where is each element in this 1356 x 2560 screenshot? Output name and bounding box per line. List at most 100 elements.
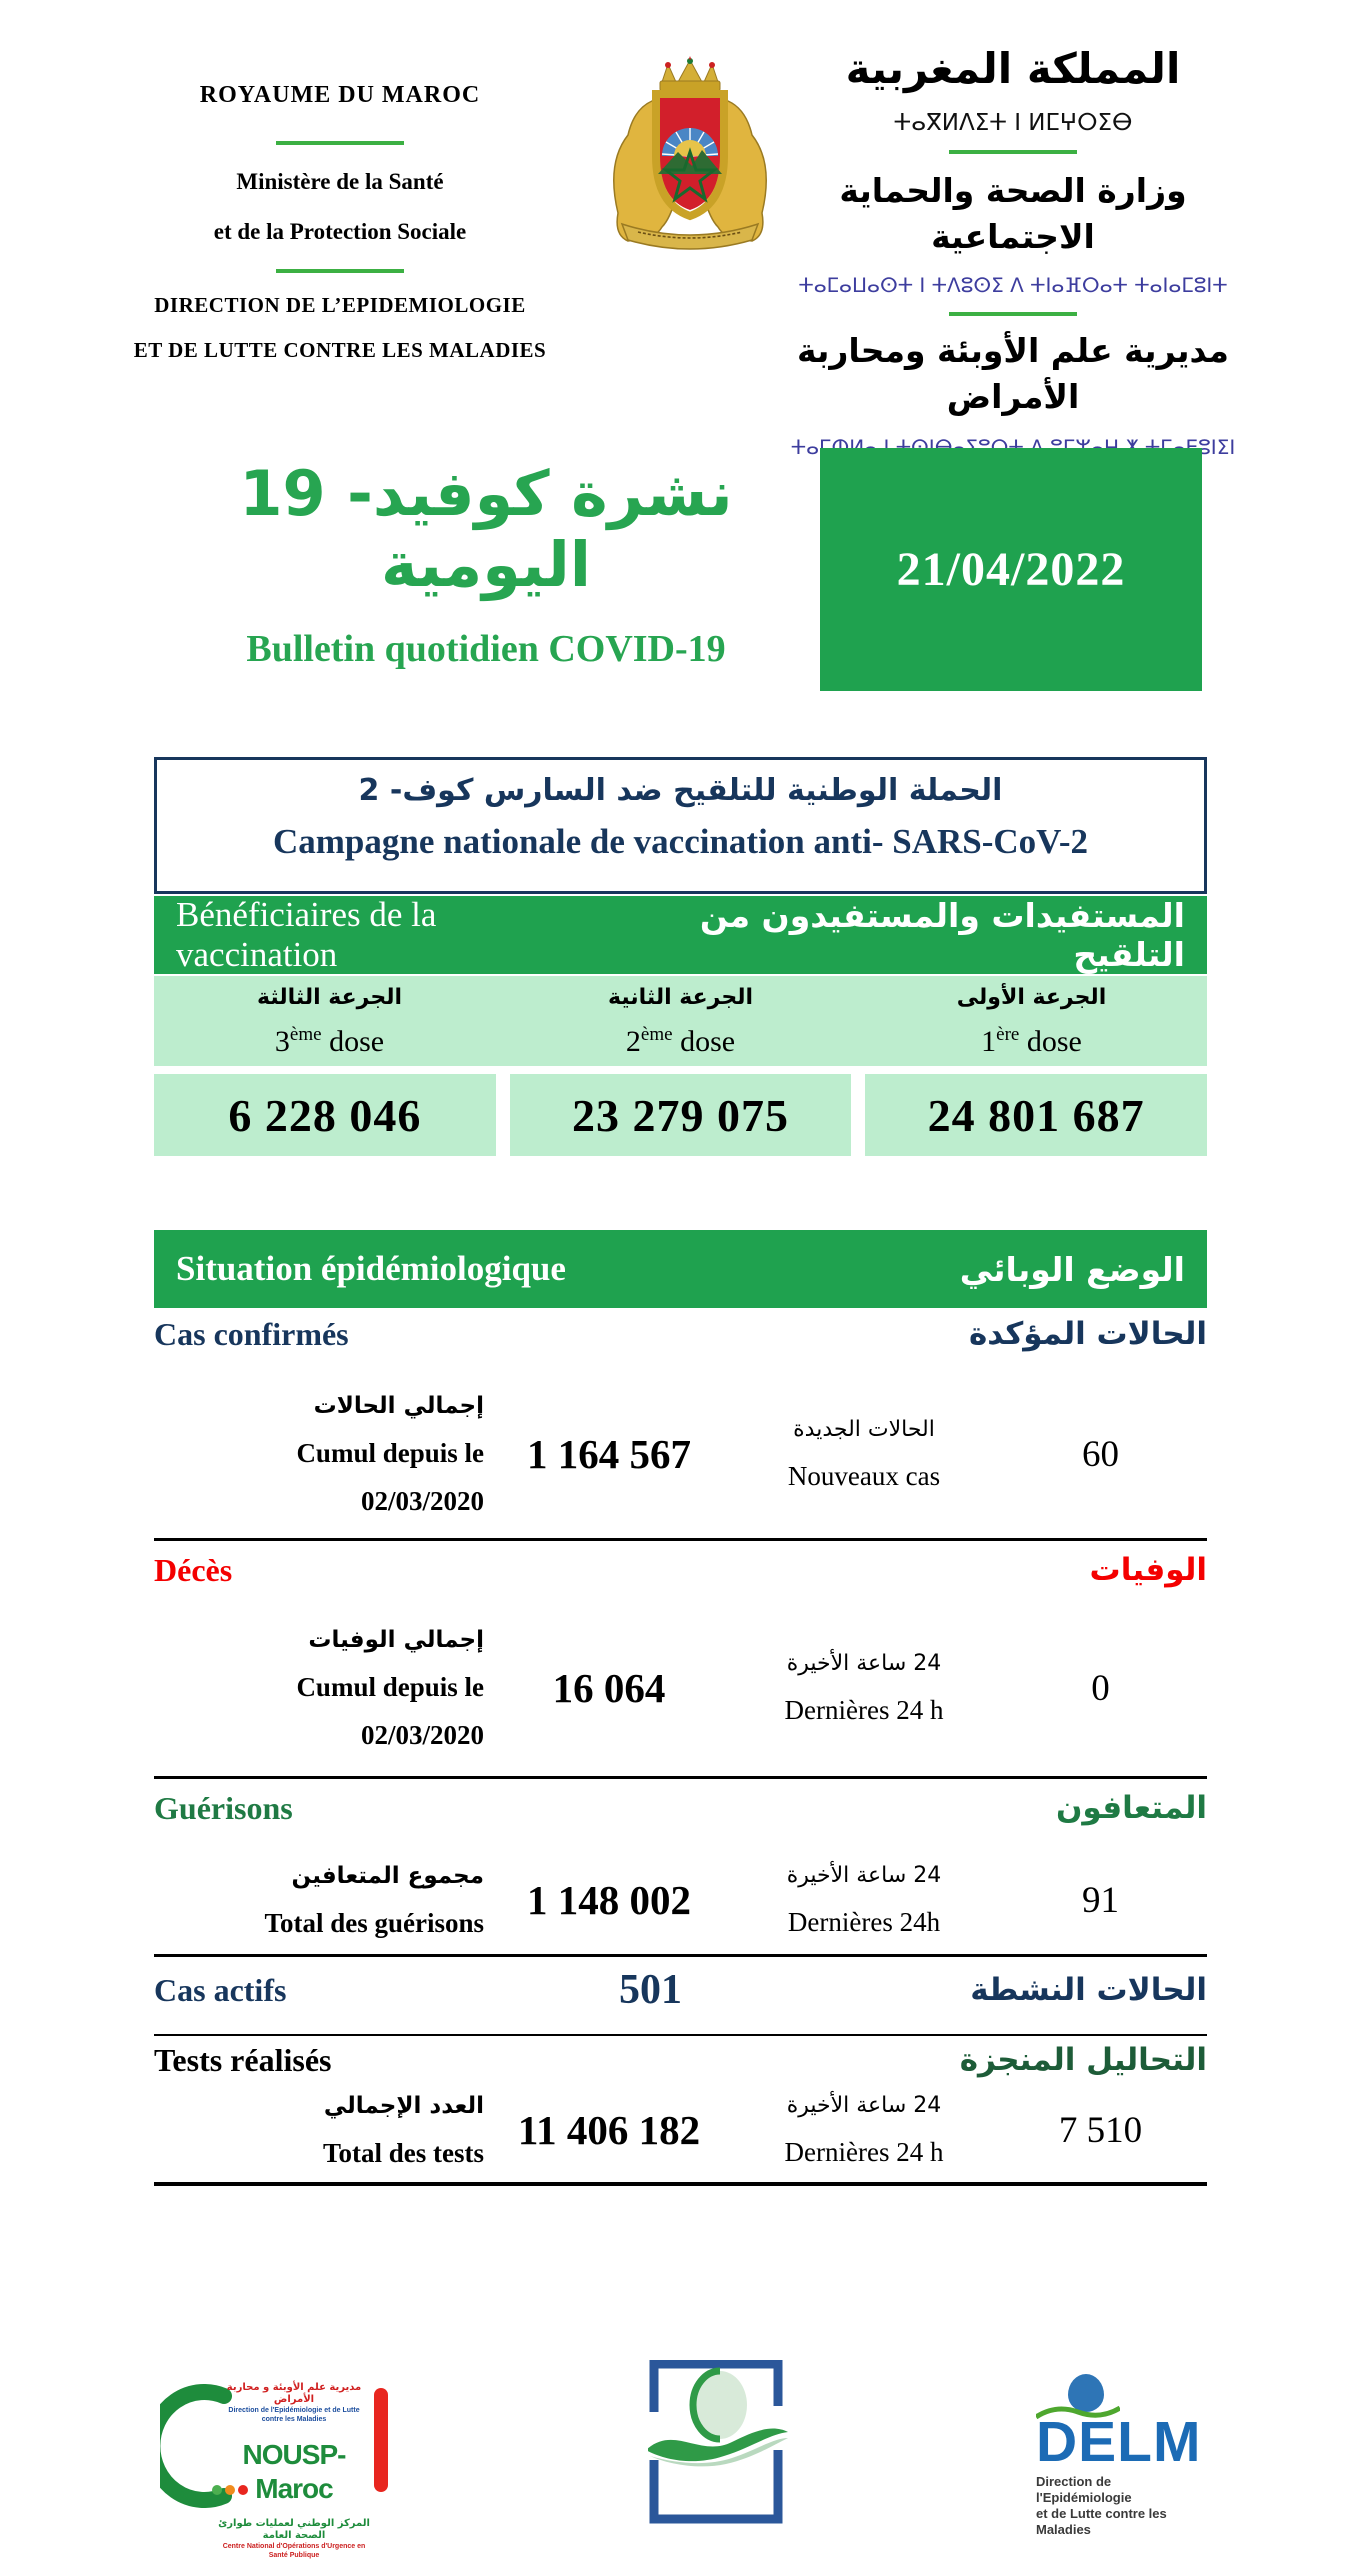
dose-2-value: 23 279 075: [509, 1074, 852, 1156]
tests-24h-label-ar: 24 ساعة الأخيرة: [786, 2093, 942, 2118]
confirmed-data-row: إجمالي الحالات Cumul depuis le 02/03/202…: [154, 1378, 1207, 1530]
recovered-label-fr: Guérisons: [154, 1790, 293, 1826]
header-right-block: المملكة المغربية ⵜⴰⴳⵍⴷⵉⵜ ⵏ ⵍⵎⵖⵔⵉⴱ وزارة …: [788, 40, 1238, 460]
ministry-of-health-logo-icon: [646, 2359, 788, 2525]
dose-1-value: 24 801 687: [865, 1074, 1208, 1156]
dose-2-label-ar: الجرعة الثانية: [608, 984, 753, 1010]
divider-line: [154, 2034, 1207, 2036]
tests-24h-label-fr: Dernières 24 h: [784, 2137, 944, 2167]
confirmed-total-label-date: 02/03/2020: [360, 1486, 484, 1516]
active-label-fr: Cas actifs: [154, 1971, 287, 2008]
divider-green: [276, 141, 404, 145]
beneficiaries-label-fr: Bénéficiaires de la vaccination: [176, 895, 437, 974]
confirmed-total-label-fr: Cumul depuis le: [296, 1438, 484, 1468]
shield: [658, 98, 722, 210]
recovered-label-ar: المتعافون: [1055, 1790, 1207, 1826]
confirmed-new-label: الحالات الجديدة Nouveaux cas: [734, 1416, 994, 1492]
recovered-24h-value: 91: [1082, 1879, 1119, 1921]
nousp-bottom-fr: Centre National d'Opérations d'Urgence e…: [222, 2543, 366, 2559]
divider-line: [154, 1776, 1207, 1779]
deaths-24h-label: 24 ساعة الأخيرة Dernières 24 h: [734, 1650, 994, 1726]
deaths-total-label-ar: إجمالي الوفيات: [308, 1627, 484, 1653]
divider-green: [949, 312, 1077, 316]
date-box: 21/04/2022: [820, 448, 1202, 691]
divider-line-thick: [154, 2182, 1207, 2186]
confirmed-label-ar: الحالات المؤكدة: [969, 1316, 1207, 1352]
delm-caption-line1: Direction de l'Epidémiologie: [1036, 2474, 1132, 2505]
nousp-top-fr: Direction de l'Epidémiologie et de Lutte…: [228, 2407, 360, 2423]
confirmed-total-value: 1 164 567: [527, 1431, 691, 1477]
delm-wave-icon: [1036, 2405, 1120, 2420]
dose-3-value: 6 228 046: [154, 1074, 496, 1156]
dose-1-label: الجرعة الأولى 1ère dose: [856, 976, 1207, 1066]
bulletin-title-fr: Bulletin quotidien COVID-19: [246, 627, 726, 670]
divider-green: [276, 269, 404, 273]
recovered-24h-label: 24 ساعة الأخيرة Dernières 24h: [734, 1862, 994, 1938]
delm-caption: Direction de l'Epidémiologie et de Lutte…: [1036, 2474, 1200, 2538]
bulletin-date: 21/04/2022: [896, 543, 1126, 596]
tests-title-row: Tests réalisés التحاليل المنجزة: [154, 2042, 1207, 2079]
ministry-title-ar: وزارة الصحة والحماية الاجتماعية: [839, 171, 1187, 256]
tests-24h-value: 7 510: [1058, 2109, 1143, 2151]
kingdom-title-ar: المملكة المغربية: [845, 44, 1181, 93]
confirmed-title-row: Cas confirmés الحالات المؤكدة: [154, 1316, 1207, 1353]
nousp-dots: [212, 2482, 251, 2500]
tests-data-row: العدد الإجمالي Total des tests 11 406 18…: [154, 2082, 1207, 2178]
dose-3-label-ar: الجرعة الثالثة: [257, 984, 402, 1010]
ministry-title-tifinagh: ⵜⴰⵎⴰⵡⴰⵙⵜ ⵏ ⵜⴷⵓⵙⵉ ⴷ ⵜⵏⴰⴼⵔⴰⵜ ⵜⴰⵏⴰⵎⵓⵏⵜ: [798, 273, 1228, 297]
confirmed-new-value: 60: [1082, 1433, 1119, 1475]
header-left-block: ROYAUME DU MAROC Ministère de la Santé e…: [100, 82, 580, 363]
nousp-red-bar: [374, 2388, 388, 2492]
dose-values-row: 6 228 046 23 279 075 24 801 687: [154, 1074, 1208, 1156]
confirmed-new-label-fr: Nouveaux cas: [787, 1461, 941, 1491]
nousp-bottom-ar: المركز الوطني لعمليات طوارئ الصحة العامة: [218, 2518, 370, 2541]
direction-title-ar: مديرية علم الأوبئة ومحاربة الأمراض: [797, 331, 1229, 416]
delm-name: DELM: [1036, 2410, 1202, 2474]
deaths-total-label-date: 02/03/2020: [360, 1720, 484, 1750]
confirmed-total-label-ar: إجمالي الحالات: [313, 1393, 484, 1419]
confirmed-new-label-ar: الحالات الجديدة: [793, 1417, 935, 1442]
dose-1-label-fr: 1ère dose: [981, 1023, 1082, 1058]
active-value: 501: [619, 1967, 682, 2013]
moroccan-coat-of-arms-icon: [598, 56, 782, 256]
dose-2-label-fr: 2ème dose: [625, 1023, 736, 1058]
nousp-top-ar: مديرية علم الأوبئة و محاربة الأمراض: [226, 2382, 362, 2405]
vaccination-campaign-box: الحملة الوطنية للتلقيح ضد السارس كوف- 2 …: [154, 757, 1207, 894]
deaths-data-row: إجمالي الوفيات Cumul depuis le 02/03/202…: [154, 1612, 1207, 1764]
recovered-24h-label-ar: 24 ساعة الأخيرة: [786, 1863, 942, 1888]
divider-line: [154, 1954, 1207, 1957]
bulletin-title-ar: نشرة كوفيد- 19 اليومية: [239, 457, 733, 602]
pentagram-star: [661, 147, 719, 203]
tests-total-label-fr: Total des tests: [322, 2138, 484, 2168]
deaths-total-label: إجمالي الوفيات Cumul depuis le 02/03/202…: [154, 1625, 484, 1751]
deaths-total-label-fr: Cumul depuis le: [296, 1672, 484, 1702]
tests-total-label-ar: العدد الإجمالي: [323, 2093, 484, 2119]
dose-3-label-fr: 3ème dose: [274, 1023, 385, 1058]
recovered-total-label-ar: مجموع المتعافين: [291, 1863, 484, 1889]
deaths-24h-label-fr: Dernières 24 h: [784, 1695, 944, 1725]
active-label-ar: الحالات النشطة: [970, 1972, 1207, 2008]
recovered-24h-label-fr: Dernières 24h: [787, 1907, 941, 1937]
delm-caption-line2: et de Lutte contre les Maladies: [1036, 2506, 1167, 2537]
recovered-total-label-fr: Total des guérisons: [264, 1908, 484, 1938]
active-cases-row: Cas actifs 501 الحالات النشطة: [154, 1966, 1207, 2014]
tests-24h-label: 24 ساعة الأخيرة Dernières 24 h: [734, 2092, 994, 2168]
nousp-green-arc-icon: [160, 2384, 232, 2508]
tests-total-label: العدد الإجمالي Total des tests: [154, 2091, 484, 2169]
crown: [659, 56, 721, 92]
kingdom-title-fr: ROYAUME DU MAROC: [199, 82, 481, 108]
direction-line1-fr: DIRECTION DE L’EPIDEMIOLOGIE: [154, 293, 526, 317]
kingdom-title-tifinagh: ⵜⴰⴳⵍⴷⵉⵜ ⵏ ⵍⵎⵖⵔⵉⴱ: [893, 110, 1133, 136]
nousp-text-block: مديرية علم الأوبئة و محاربة الأمراض Dire…: [218, 2382, 370, 2560]
situation-label-ar: الوضع الوبائي: [959, 1249, 1185, 1289]
beneficiaries-label-ar: المستفيدات والمستفيدون من التلقيح: [699, 896, 1185, 974]
campaign-title-ar: الحملة الوطنية للتلقيح ضد السارس كوف- 2: [358, 773, 1003, 808]
tests-label-fr: Tests réalisés: [154, 2042, 332, 2078]
recovered-title-row: Guérisons المتعافون: [154, 1790, 1207, 1827]
confirmed-total-label: إجمالي الحالات Cumul depuis le 02/03/202…: [154, 1391, 484, 1517]
nousp-name: NOUSP-Maroc: [242, 2439, 347, 2504]
campaign-title-fr: Campagne nationale de vaccination anti- …: [272, 822, 1089, 861]
tests-label-ar: التحاليل المنجزة: [959, 2042, 1207, 2078]
nousp-maroc-logo: مديرية علم الأوبئة و محاربة الأمراض Dire…: [160, 2382, 388, 2559]
